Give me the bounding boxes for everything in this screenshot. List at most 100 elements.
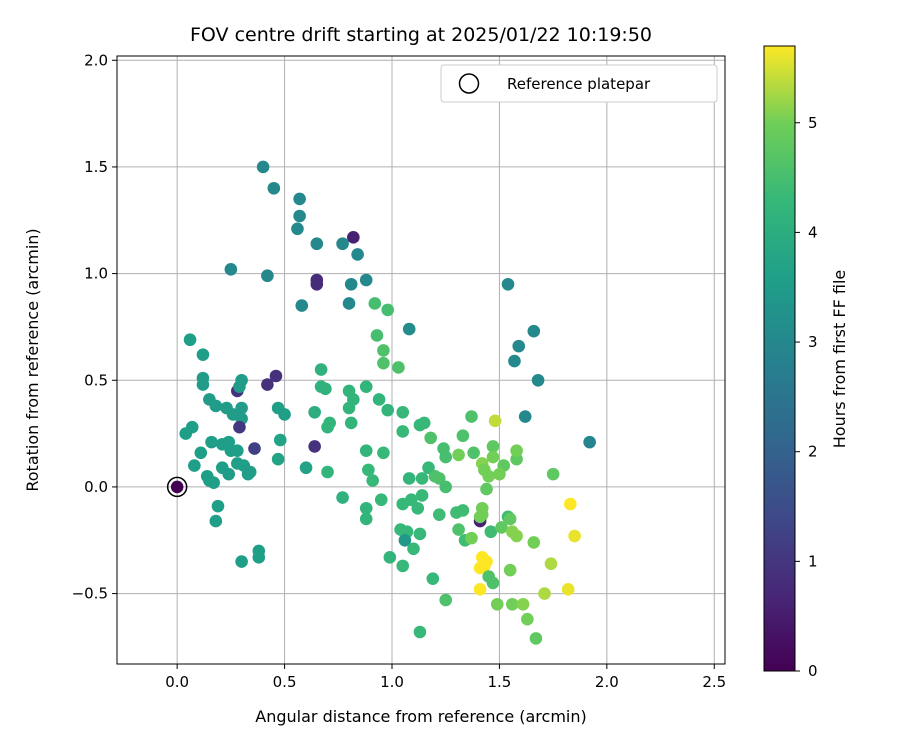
data-point <box>396 405 410 419</box>
data-point <box>510 444 523 457</box>
data-point <box>308 405 321 419</box>
colorbar-tick-label: 4 <box>808 223 818 241</box>
data-point <box>235 555 248 568</box>
data-point <box>196 348 210 361</box>
data-point <box>518 410 532 423</box>
chart-title: FOV centre drift starting at 2025/01/22 … <box>190 24 652 46</box>
data-point <box>493 467 506 481</box>
data-point <box>374 493 388 507</box>
data-point <box>308 440 321 453</box>
data-point <box>267 181 281 195</box>
data-point <box>432 472 446 485</box>
data-point <box>224 263 238 276</box>
data-point <box>336 491 349 504</box>
y-tick-label: 0.5 <box>84 371 108 389</box>
y-axis-label: Rotation from reference (arcmin) <box>23 228 42 491</box>
data-point <box>194 446 208 460</box>
data-point <box>529 632 543 645</box>
legend: Reference platepar <box>440 64 718 103</box>
data-point <box>359 273 373 287</box>
colorbar-tick-label: 0 <box>808 662 818 680</box>
data-point <box>381 303 394 317</box>
data-point <box>398 533 412 547</box>
data-point <box>501 277 515 291</box>
data-point <box>439 480 453 494</box>
data-point <box>209 514 223 528</box>
legend-label-reference: Reference platepar <box>507 75 651 93</box>
data-point <box>402 472 416 485</box>
data-point <box>546 467 560 481</box>
data-point <box>293 192 306 206</box>
plot-frame <box>116 55 726 665</box>
data-point <box>510 529 523 543</box>
data-point <box>473 510 487 524</box>
data-point <box>488 414 502 428</box>
data-point <box>512 339 526 353</box>
data-point <box>321 420 334 434</box>
data-point <box>426 572 440 585</box>
x-tick-label: 1.5 <box>487 673 511 691</box>
legend-marker-reference <box>458 73 480 94</box>
data-point <box>271 452 285 466</box>
data-point <box>310 237 324 251</box>
data-point <box>342 297 356 310</box>
data-point <box>439 593 453 607</box>
x-tick-label: 2.5 <box>702 673 726 691</box>
plot-area <box>117 56 725 664</box>
data-point <box>256 160 270 174</box>
colorbar-tick-label: 3 <box>808 333 818 351</box>
data-point <box>396 559 410 573</box>
colorbar-label: Hours from first FF file <box>830 270 849 449</box>
data-point <box>456 504 470 517</box>
data-point <box>486 440 500 453</box>
data-point <box>516 597 530 611</box>
x-axis-label: Angular distance from reference (arcmin) <box>255 707 586 726</box>
data-point <box>473 583 487 596</box>
data-point <box>452 523 465 536</box>
data-point <box>231 444 244 457</box>
data-point <box>366 474 379 487</box>
data-point <box>383 551 397 564</box>
data-point <box>359 501 373 515</box>
data-point <box>422 461 435 475</box>
data-point <box>368 297 382 310</box>
data-point <box>252 551 266 564</box>
x-tick-label: 2.0 <box>595 673 619 691</box>
data-point <box>465 531 478 545</box>
data-point <box>336 237 349 251</box>
data-point <box>544 557 558 571</box>
data-point <box>432 508 446 521</box>
data-point <box>413 625 427 639</box>
data-point <box>413 527 427 541</box>
data-point <box>506 597 519 611</box>
data-point <box>415 472 429 485</box>
data-point <box>478 559 491 573</box>
data-point <box>269 369 283 383</box>
data-point <box>564 497 577 511</box>
data-point <box>222 467 236 481</box>
colorbar-tick-label: 1 <box>808 552 818 570</box>
data-point <box>291 222 304 236</box>
reference-point-circle <box>166 476 188 498</box>
x-tick-label: 1.0 <box>380 673 404 691</box>
data-point <box>490 597 504 611</box>
data-point <box>205 435 218 449</box>
data-point <box>359 512 373 526</box>
data-point <box>568 529 581 543</box>
data-point <box>508 354 521 368</box>
colorbar-tick-label: 2 <box>808 443 818 461</box>
data-point <box>467 446 480 460</box>
reference-marker <box>166 476 188 498</box>
data-point <box>424 431 437 445</box>
data-point <box>209 399 223 413</box>
data-point <box>561 583 575 596</box>
data-point <box>295 299 309 312</box>
data-point <box>188 459 201 472</box>
data-point <box>377 344 390 357</box>
data-point <box>370 329 384 342</box>
data-points <box>170 160 596 645</box>
data-point <box>392 361 405 374</box>
data-point <box>465 410 478 423</box>
legend-box <box>440 64 718 103</box>
data-point <box>344 277 358 291</box>
